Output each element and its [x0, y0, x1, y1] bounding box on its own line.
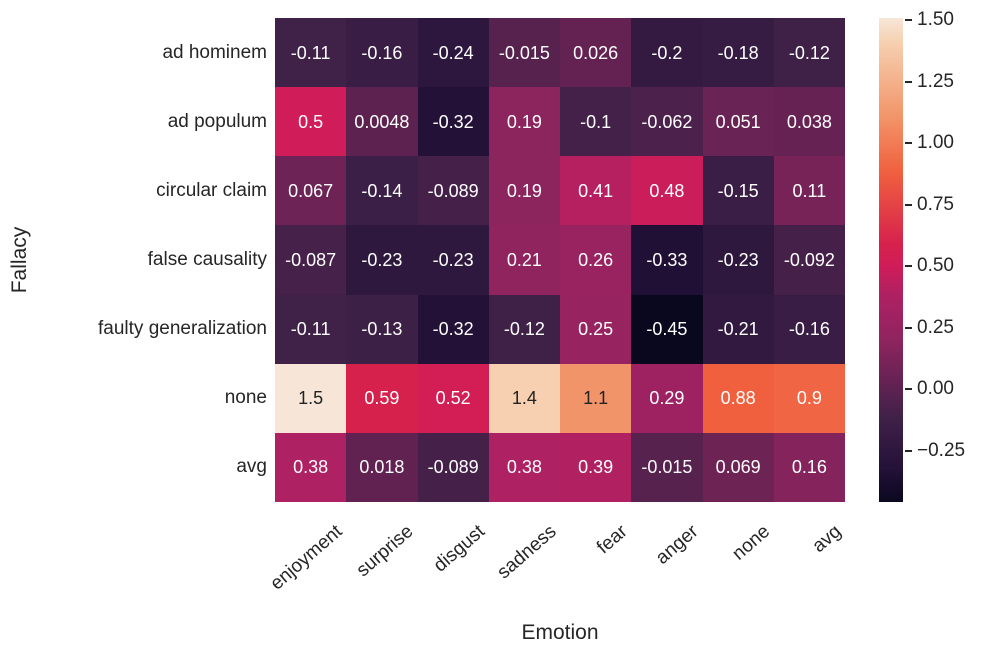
col-tick-label: disgust: [429, 521, 489, 577]
colorbar-tick-label: 1.50: [917, 9, 954, 30]
row-tick-label: faulty generalization: [98, 318, 267, 340]
heatmap-cell: 0.38: [488, 432, 560, 502]
colorbar-tick: [905, 19, 912, 21]
heatmap-cell: 0.0048: [346, 87, 418, 157]
heatmap-cell: 0.41: [560, 156, 632, 226]
colorbar-tick-label: 0.25: [917, 316, 954, 338]
heatmap-cell: -0.23: [417, 225, 489, 295]
colorbar-tick-label: −0.25: [917, 439, 966, 461]
heatmap-cell: 0.19: [488, 87, 560, 157]
heatmap-cell: -0.33: [631, 225, 703, 295]
colorbar-tick: [905, 142, 912, 145]
heatmap-grid: -0.11 -0.16 -0.24 -0.015 0.026 -0.2 -0.18 -0.12…: [275, 18, 845, 502]
colorbar-tick: [905, 388, 912, 391]
heatmap-cell: -0.23: [346, 225, 418, 295]
heatmap-cell: 0.38: [275, 432, 347, 502]
heatmap-cell: -0.23: [702, 225, 774, 295]
heatmap-cell: 0.88: [702, 363, 774, 433]
heatmap-cell: 0.48: [631, 156, 703, 226]
heatmap-cell: 0.5: [275, 87, 347, 157]
colorbar-tick: [905, 203, 912, 206]
colorbar-tick: [905, 80, 912, 83]
heatmap-cell: -0.16: [773, 294, 845, 364]
heatmap-cell: 0.29: [631, 363, 703, 433]
heatmap-cell: -0.087: [275, 225, 347, 295]
row-tick-label: circular claim: [156, 179, 267, 201]
col-tick-label: sadness: [492, 521, 561, 584]
heatmap-cell: 0.038: [773, 87, 845, 157]
y-axis-title: Fallacy: [8, 226, 31, 294]
colorbar-tick-label: 0.50: [917, 255, 954, 277]
heatmap-cell: -0.24: [417, 18, 489, 88]
heatmap-cell: 0.069: [702, 432, 774, 502]
col-tick-label: anger: [652, 521, 703, 569]
heatmap-cell: 0.19: [488, 156, 560, 226]
heatmap-cell: -0.45: [631, 294, 703, 364]
colorbar-tick-label: 0.00: [917, 378, 954, 400]
heatmap-cell: -0.11: [275, 18, 347, 88]
colorbar-tick-label: 0.75: [917, 193, 954, 215]
col-tick-label: enjoyment: [266, 521, 347, 595]
colorbar-tick: [905, 326, 912, 329]
heatmap-cell: 0.051: [702, 87, 774, 157]
col-tick-label: none: [728, 521, 774, 565]
heatmap-cell: 0.11: [773, 156, 845, 226]
heatmap-cell: -0.14: [346, 156, 418, 226]
heatmap-cell: -0.11: [275, 294, 347, 364]
colorbar-tick: [905, 449, 912, 452]
heatmap-cell: 0.25: [560, 294, 632, 364]
heatmap-cell: -0.18: [702, 18, 774, 88]
x-axis-title: Emotion: [521, 621, 599, 644]
heatmap-cell: -0.2: [631, 18, 703, 88]
row-tick-label: none: [224, 387, 267, 409]
row-tick-label: avg: [236, 456, 267, 478]
row-tick-label: ad populum: [167, 110, 267, 132]
row-tick-label: false causality: [147, 249, 267, 270]
heatmap-cell: -0.32: [417, 87, 489, 157]
heatmap-cell: 0.9: [773, 363, 845, 433]
colorbar-tick: [905, 265, 912, 268]
heatmap-cell: -0.21: [702, 294, 774, 364]
heatmap-cell: 0.52: [417, 363, 489, 433]
colorbar-gradient: [879, 18, 903, 502]
heatmap-cell: 1.5: [275, 363, 347, 433]
heatmap-cell: 1.1: [560, 363, 632, 433]
heatmap-cell: 0.067: [275, 156, 347, 226]
heatmap-cell: 0.59: [346, 363, 418, 433]
heatmap-cell: 0.018: [346, 432, 418, 502]
heatmap-cell: -0.015: [631, 432, 703, 502]
heatmap-cell: 0.26: [560, 225, 632, 295]
heatmap-cell: 0.39: [560, 432, 632, 502]
col-tick-label: surprise: [352, 521, 418, 582]
heatmap-cell: -0.092: [773, 225, 845, 295]
heatmap-cell: -0.062: [631, 87, 703, 157]
heatmap-cell: -0.015: [488, 18, 560, 88]
heatmap-cell: -0.13: [346, 294, 418, 364]
colorbar-tick-label: 1.25: [917, 70, 954, 92]
heatmap-cell: 0.16: [773, 432, 845, 502]
colorbar-tick-label: 1.00: [917, 132, 954, 154]
heatmap-cell: -0.16: [346, 18, 418, 88]
heatmap-cell: 0.026: [560, 18, 632, 88]
heatmap-cell: -0.12: [773, 18, 845, 88]
heatmap-cell: -0.12: [488, 294, 560, 364]
heatmap-cell: -0.089: [417, 156, 489, 226]
heatmap-cell: 1.4: [488, 363, 560, 433]
col-tick-label: avg: [808, 521, 846, 557]
heatmap-cell: -0.15: [702, 156, 774, 226]
row-tick-label: ad hominem: [162, 41, 267, 63]
heatmap-cell: -0.1: [560, 87, 632, 157]
heatmap-cell: -0.089: [417, 432, 489, 502]
col-tick-label: fear: [592, 521, 632, 559]
heatmap-cell: -0.32: [417, 294, 489, 364]
heatmap-cell: 0.21: [488, 225, 560, 295]
